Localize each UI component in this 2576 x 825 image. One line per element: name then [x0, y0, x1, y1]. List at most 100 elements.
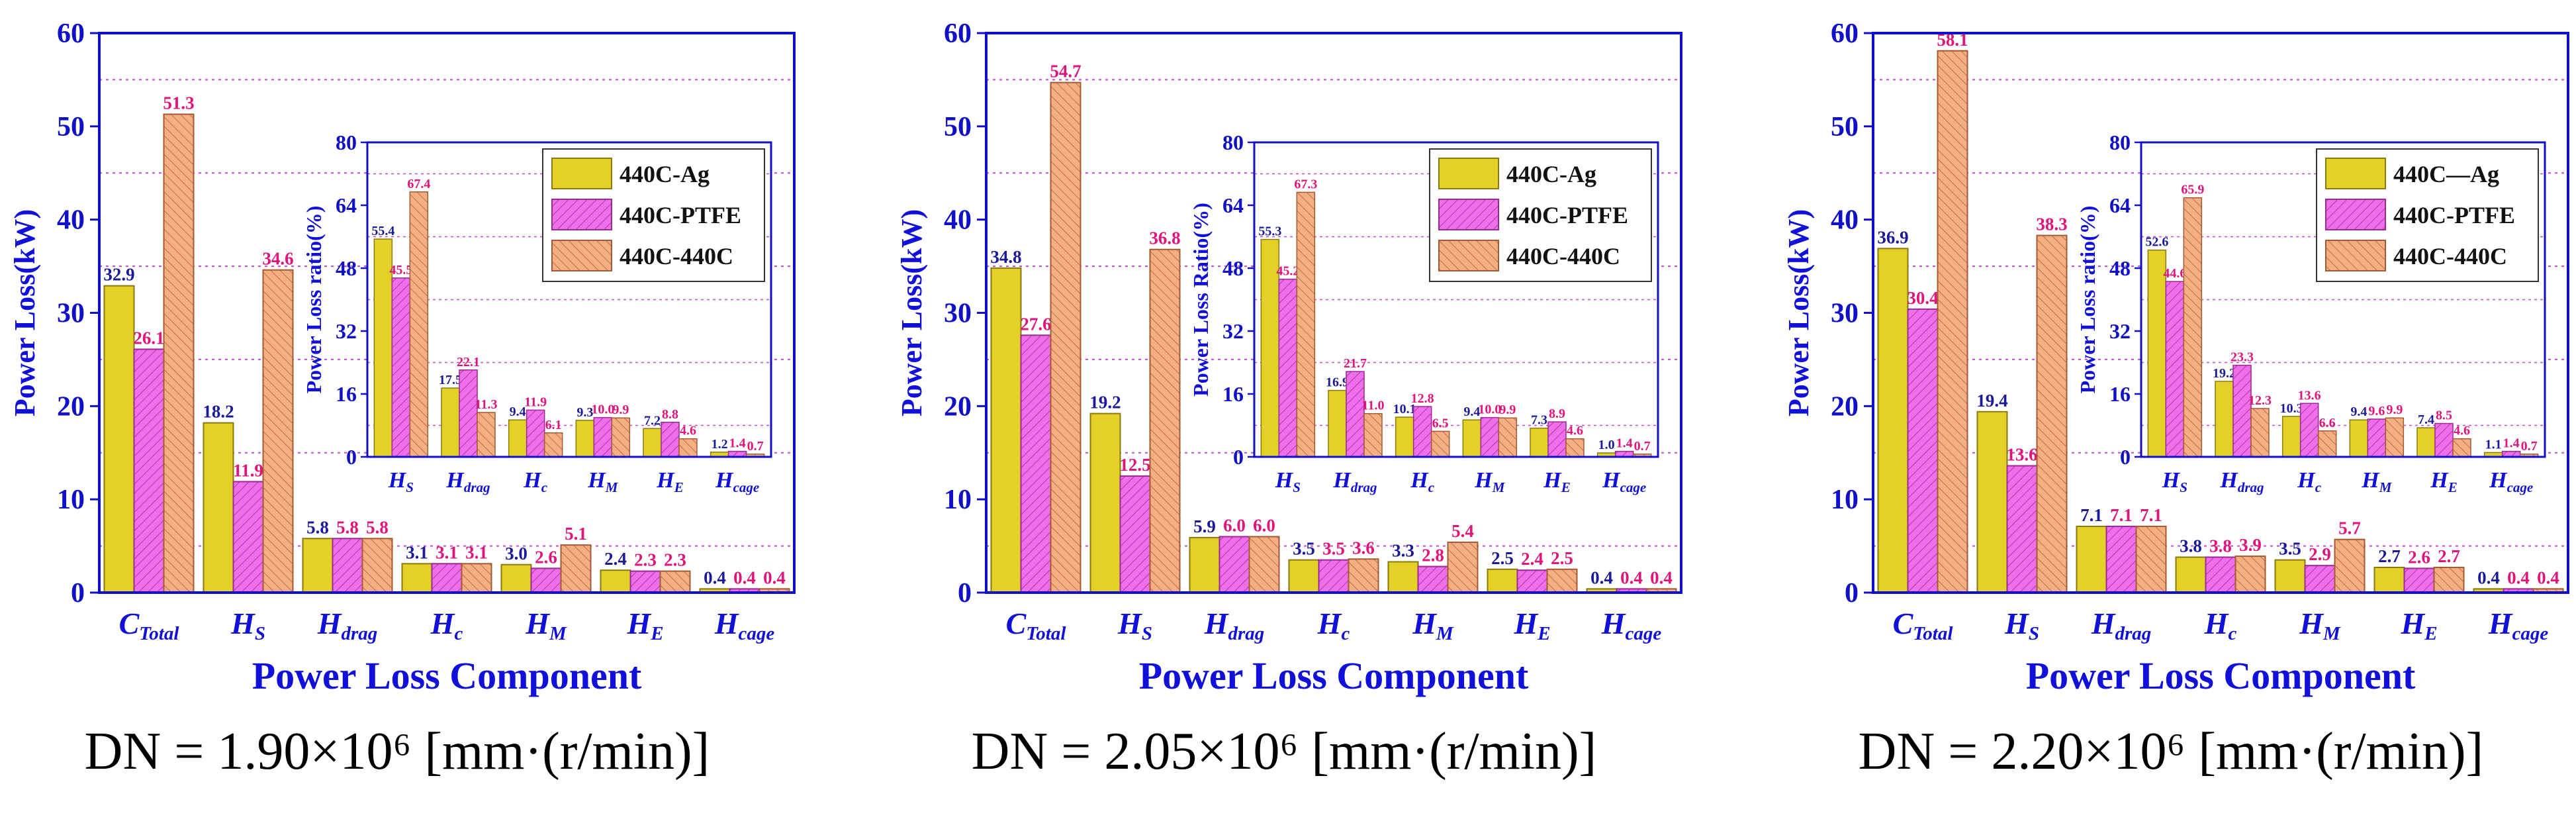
inset-x-tick-label: HE: [1543, 468, 1570, 495]
legend-swatch: [2325, 158, 2386, 189]
caption-panel-1: DN = 1.90×10⁶ [mm·(r/min)]: [84, 722, 710, 781]
inset-y-tick-label: 16: [336, 382, 357, 406]
inset-bar-440c-ptfe: [1346, 371, 1365, 458]
bar-value-label: 2.9: [2309, 544, 2331, 564]
x-tick-label: HE: [626, 607, 663, 644]
inset-bar-440c-ptfe: [593, 416, 613, 458]
y-tick-label: 50: [944, 112, 972, 142]
bar-value-label: 51.3: [163, 93, 194, 113]
inset-bar-440c-ag: [2349, 419, 2369, 458]
x-axis-title: Power Loss Component: [2026, 654, 2416, 697]
x-tick-label: HS: [230, 607, 265, 644]
inset-bar-value-label: 21.7: [1344, 356, 1367, 371]
inset-bar-440c-440c: [477, 412, 496, 458]
inset-bar-value-label: 9.9: [1499, 403, 1516, 417]
bar-value-label: 7.1: [2110, 505, 2133, 525]
x-tick-label: Hcage: [714, 607, 775, 644]
plot-frame: [985, 32, 1682, 594]
x-tick-label: CTotal: [119, 607, 180, 644]
inset-x-tick-label: Hc: [523, 468, 547, 495]
inset-bar-440c-ag: [2416, 427, 2436, 458]
bar-value-label: 2.7: [2378, 546, 2401, 566]
legend-swatch: [551, 199, 612, 230]
inset-x-tick-label: Hcage: [2489, 468, 2533, 495]
inset-bar-440c-ptfe: [1278, 278, 1298, 458]
inset-bar-440c-ptfe: [459, 369, 478, 458]
bar-value-label: 3.5: [1322, 539, 1345, 559]
bar-440c-440c: [163, 113, 195, 593]
x-tick-label: Hdrag: [1204, 607, 1265, 644]
inset-bar-value-label: 6.6: [2319, 416, 2336, 430]
inset-frame: [2140, 141, 2546, 458]
bar-value-label: 2.3: [664, 550, 686, 570]
bar-440c-440c: [2433, 566, 2465, 593]
bar-440c-ag: [401, 563, 433, 594]
inset-bar-440c-440c: [611, 417, 631, 458]
bar-value-label: 3.0: [505, 544, 528, 563]
inset-bar-value-label: 1.0: [1598, 438, 1615, 452]
chart-panel-1: 0 10 20 30 40 50 60 Power Loss(kW) 32.9 26.1 51.3 C…: [9, 19, 796, 697]
bar-440c-440c: [1348, 558, 1379, 593]
inset-bar-value-label: 8.8: [662, 407, 678, 422]
x-tick-label: Hdrag: [2091, 607, 2152, 644]
inset-bar-value-label: 13.6: [2298, 388, 2321, 403]
x-tick-label: Hc: [1317, 607, 1350, 644]
inset-bar-440c-ag: [441, 387, 460, 458]
bar-value-label: 6.0: [1253, 516, 1275, 536]
inset-y-tick-label: 32: [2109, 319, 2131, 343]
bar-440c-ptfe: [2205, 556, 2236, 594]
bar-value-label: 19.2: [1089, 393, 1121, 412]
y-axis-title: Power Loss(kW): [896, 209, 928, 416]
inset-bar-440c-ag: [1395, 416, 1414, 458]
bar-value-label: 3.5: [2279, 539, 2301, 559]
bar-value-label: 0.4: [1650, 567, 1673, 587]
bar-440c-ag: [1487, 568, 1518, 594]
bar-440c-ptfe: [1219, 536, 1250, 593]
inset-bar-value-label: 11.9: [524, 395, 547, 409]
y-tick-label: 30: [944, 299, 972, 329]
bar-value-label: 11.9: [233, 460, 263, 480]
bar-value-label: 2.4: [604, 549, 627, 569]
inset-bar-value-label: 45.5: [389, 263, 412, 277]
inset-bar-value-label: 9.9: [612, 403, 629, 417]
bar-value-label: 3.1: [465, 542, 488, 562]
bar-440c-ag: [1288, 559, 1320, 593]
inset-bar-value-label: 1.4: [729, 436, 746, 451]
bar-value-label: 3.1: [406, 542, 428, 562]
bar-value-label: 0.4: [763, 567, 786, 587]
inset-y-tick-label: 80: [2109, 130, 2131, 154]
bar-440c-ptfe: [332, 538, 363, 593]
inset-x-tick-label: HM: [587, 468, 618, 495]
inset-bar-value-label: 52.6: [2145, 235, 2168, 250]
caption-panel-2: DN = 2.05×10⁶ [mm·(r/min)]: [971, 722, 1597, 781]
bar-440c-ptfe: [1907, 308, 1939, 593]
x-tick-label: HS: [2004, 607, 2039, 644]
inset-y-tick-label: 64: [1222, 193, 1244, 217]
bar-440c-ptfe: [1516, 569, 1548, 594]
bar-value-label: 0.4: [2477, 567, 2500, 587]
bar-value-label: 7.1: [2080, 505, 2103, 525]
inset-bar-value-label: 12.3: [2248, 393, 2272, 408]
inset-bar-value-label: 8.9: [1549, 407, 1565, 421]
inset-y-tick-label: 48: [1222, 256, 1244, 280]
inset-bar-440c-ag: [1328, 389, 1347, 458]
inset-y-tick-label: 64: [2109, 193, 2131, 217]
inset-bar-value-label: 55.3: [1258, 224, 1281, 239]
inset-bar-value-label: 22.1: [457, 355, 480, 369]
legend-swatch: [1438, 240, 1499, 271]
bar-440c-440c: [1546, 568, 1578, 594]
inset-x-tick-label: HS: [1275, 468, 1301, 495]
legend-swatch: [1438, 158, 1499, 189]
bar-value-label: 0.4: [704, 567, 726, 587]
inset-y-tick-label: 80: [1222, 130, 1244, 154]
inset-bar-value-label: 17.5: [439, 373, 462, 387]
legend: 440C-Ag 440C-PTFE 440C-440C: [1429, 148, 1652, 282]
bar-440c-ag: [1089, 412, 1121, 593]
legend-label: 440C-PTFE: [2393, 202, 2515, 228]
x-tick-label: Hc: [2204, 607, 2237, 644]
inset-bar-value-label: 0.7: [1634, 439, 1651, 454]
inset-y-axis-title: Power Loss Ratio(%): [1189, 203, 1213, 397]
y-tick-label: 30: [57, 299, 85, 329]
x-tick-label: Hdrag: [317, 607, 378, 644]
